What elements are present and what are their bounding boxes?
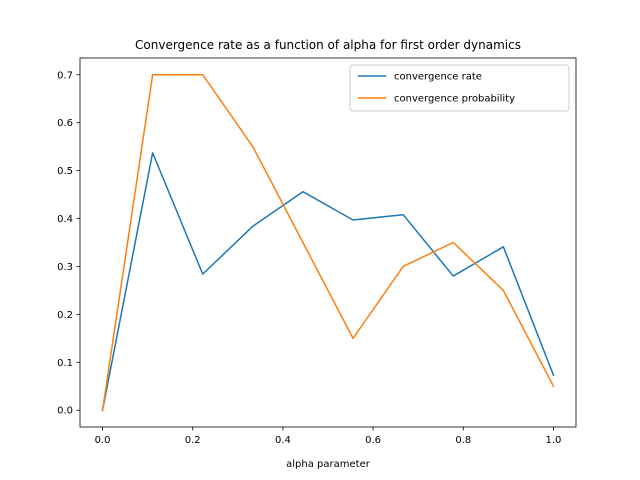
x-tick-label: 0.4: [275, 435, 291, 446]
legend-box: [349, 64, 570, 112]
y-tick-label: 0.0: [57, 406, 73, 417]
y-tick-label: 0.4: [57, 214, 73, 225]
axes-layer: 0.0 0.2 0.4 0.6 0.8 1.0 0.0 0.1 0.2 0.3 0.4 0.5 0.6 0…: [57, 57, 577, 446]
legend: convergence rate convergence probability: [349, 64, 570, 112]
series-line-convergence-probability: [101, 74, 555, 412]
x-axis-label: alpha parameter: [286, 459, 371, 470]
legend-label-convergence-rate: convergence rate: [394, 72, 482, 83]
plot-frame: [79, 57, 577, 428]
series-layer: [101, 74, 555, 412]
y-tick-label: 0.2: [57, 310, 73, 321]
x-tick-label: 0.0: [95, 435, 111, 446]
x-tick-label: 0.2: [185, 435, 201, 446]
series-line-convergence-rate: [101, 152, 555, 412]
legend-label-convergence-probability: convergence probability: [394, 94, 515, 105]
y-tick-label: 0.5: [57, 166, 73, 177]
y-tick-label: 0.7: [57, 70, 73, 81]
y-tick-label: 0.6: [57, 118, 73, 129]
y-tick-label: 0.1: [57, 358, 73, 369]
y-tick-label: 0.3: [57, 262, 73, 273]
x-tick-label: 0.8: [455, 435, 471, 446]
x-tick-label: 0.6: [365, 435, 381, 446]
x-tick-label: 1.0: [546, 435, 562, 446]
chart-title: Convergence rate as a function of alpha …: [135, 38, 521, 52]
